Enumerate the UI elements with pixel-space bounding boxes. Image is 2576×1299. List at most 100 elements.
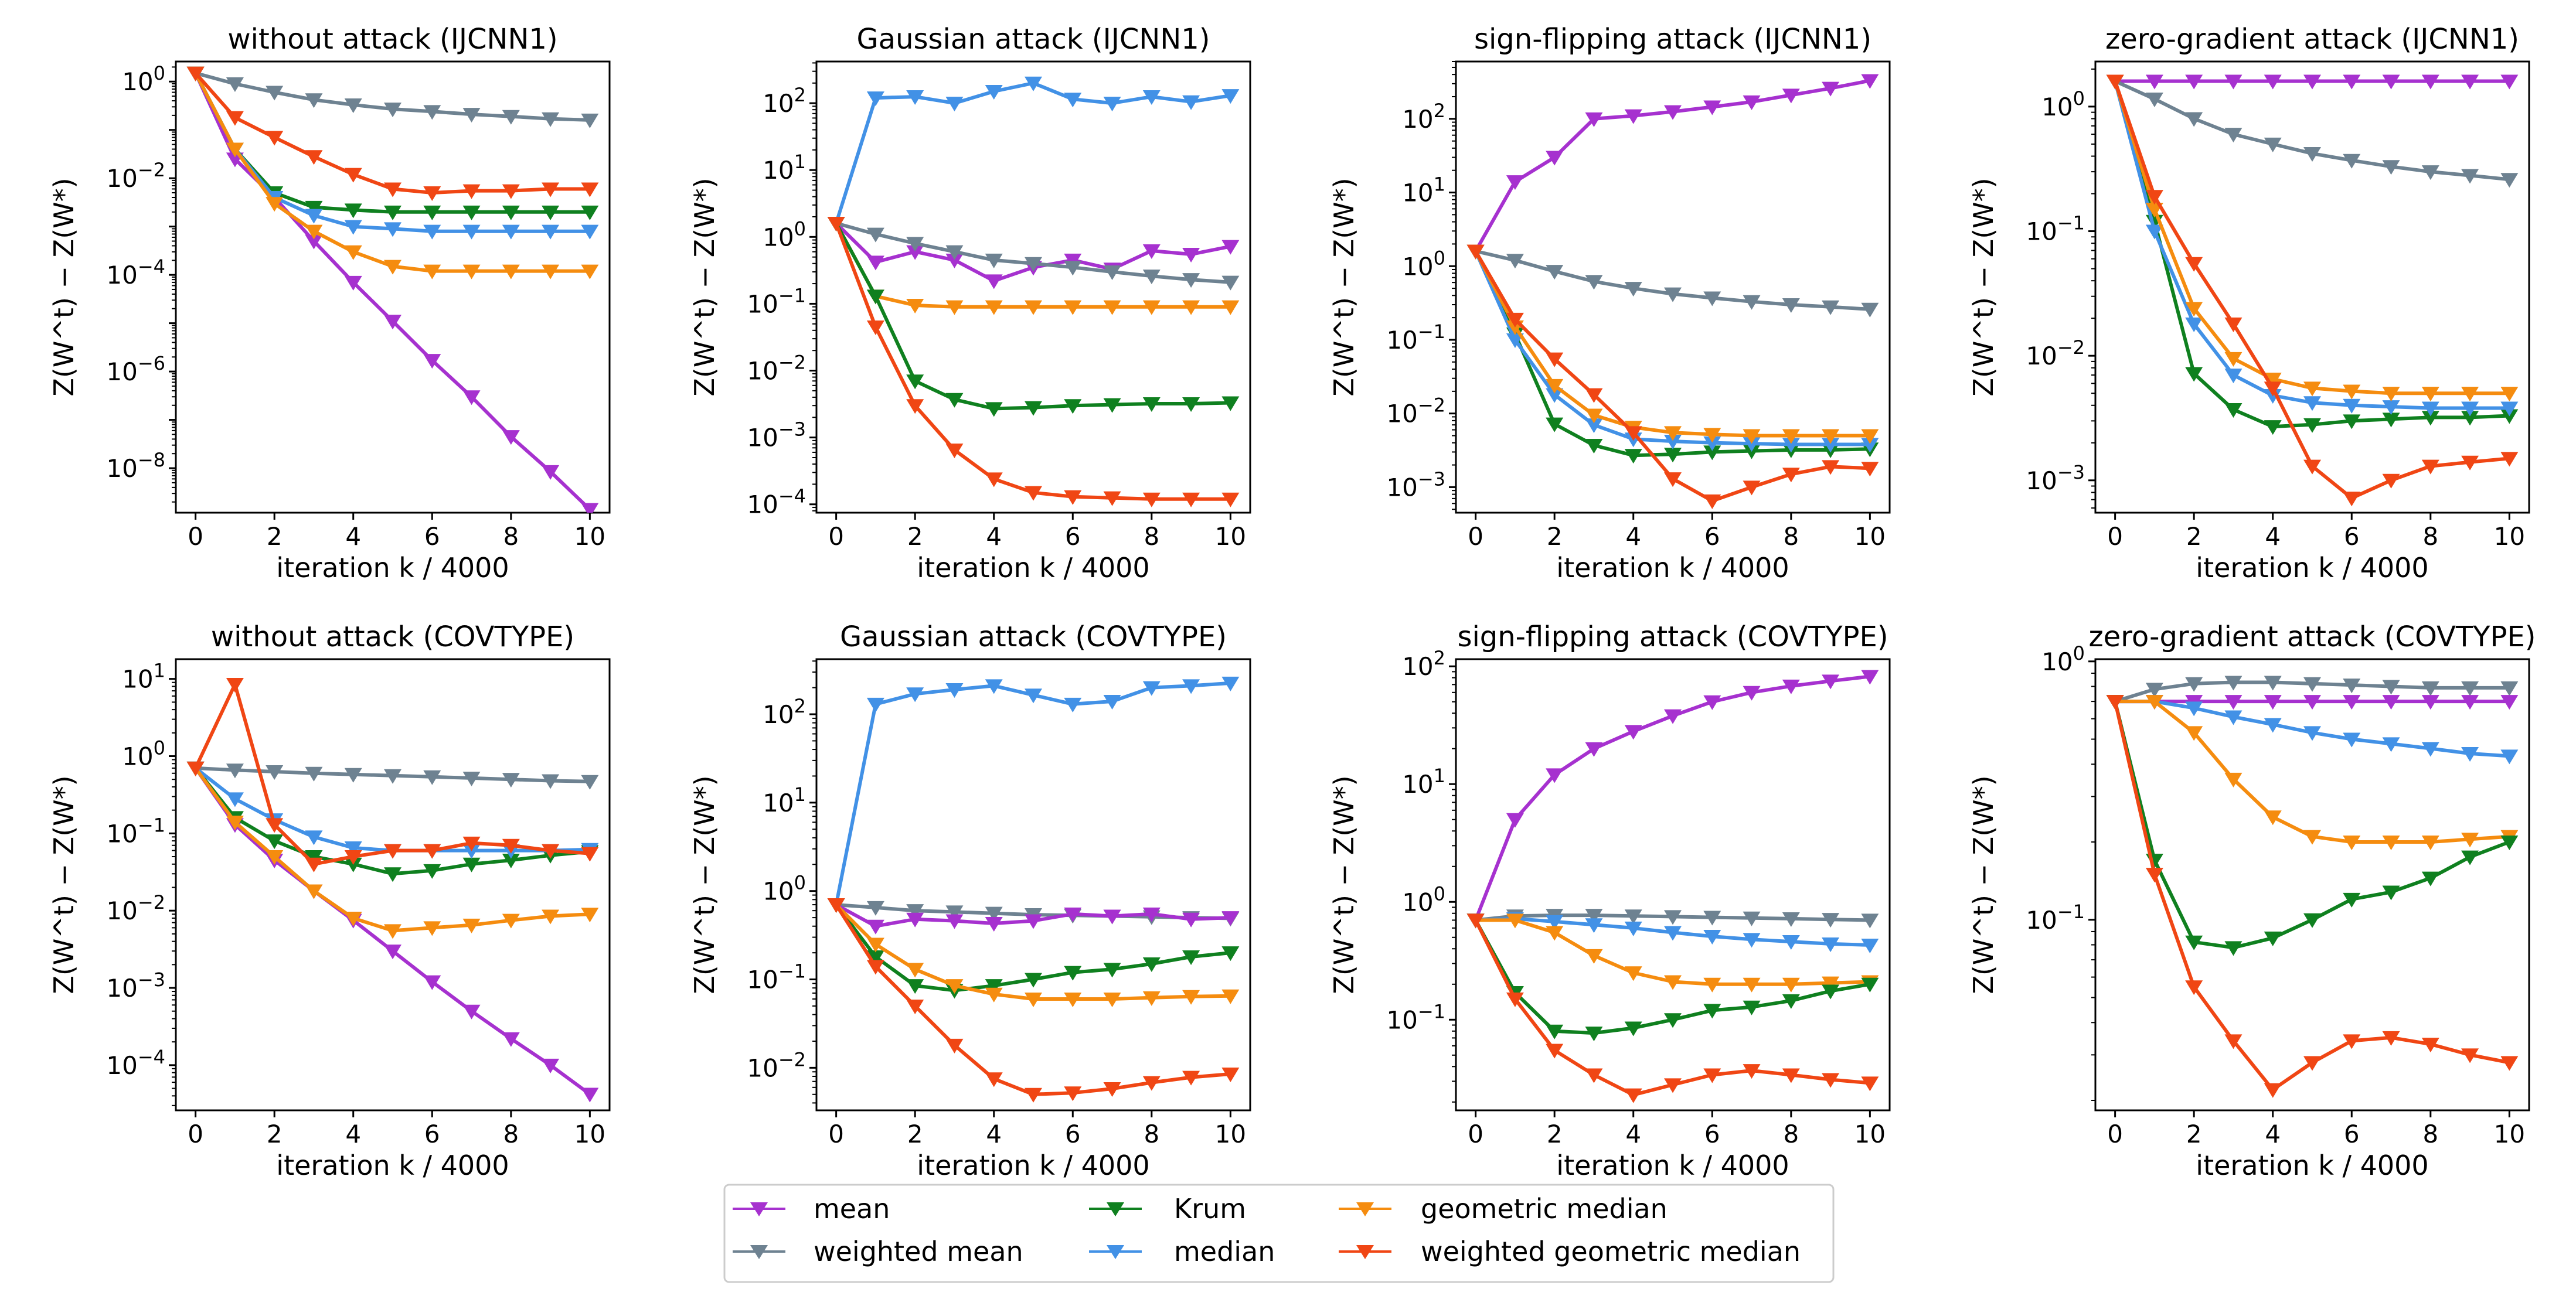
data-point-mean xyxy=(1861,670,1879,685)
y-axis-label: Z(W^t) − Z(W*) xyxy=(1328,775,1360,994)
data-point-median xyxy=(462,844,481,859)
data-point-gm xyxy=(344,911,362,926)
data-point-median xyxy=(305,830,323,845)
data-point-krum xyxy=(2264,420,2282,435)
data-point-median xyxy=(906,90,924,105)
data-point-krum xyxy=(1103,398,1121,413)
data-point-krum xyxy=(945,393,964,408)
data-point-wgm xyxy=(2500,1056,2519,1071)
data-point-median xyxy=(1025,76,1042,91)
legend-marker-icon xyxy=(1356,1245,1374,1259)
data-point-wgm xyxy=(1221,492,1240,507)
data-point-median xyxy=(1142,90,1161,105)
data-point-wmean xyxy=(2343,154,2361,169)
data-point-mean xyxy=(344,275,362,291)
data-point-wgm xyxy=(1861,1076,1879,1092)
data-point-krum xyxy=(2343,414,2361,429)
data-point-wgm xyxy=(2343,492,2361,507)
data-point-wgm xyxy=(2106,74,2124,90)
data-point-gm xyxy=(2264,810,2282,826)
data-point-wgm xyxy=(1221,1068,1240,1083)
data-point-wmean xyxy=(305,766,323,782)
subplot-7: sign-flipping attack (COVTYPE)0 2 4 6 8 1010−… xyxy=(1328,620,1891,1181)
data-point-wmean xyxy=(502,773,520,788)
data-point-mean xyxy=(985,274,1003,289)
data-point-wgm xyxy=(1466,244,1485,260)
data-point-gm xyxy=(344,245,362,260)
data-point-wgm xyxy=(2500,452,2519,467)
axes-frame xyxy=(815,60,1251,514)
data-point-krum xyxy=(423,864,441,879)
data-point-median xyxy=(1064,697,1082,712)
data-point-wgm xyxy=(866,320,884,335)
data-point-gm xyxy=(2382,387,2400,402)
subplot-4: zero-gradient attack (IJCNN1) 0 2 4 6 8 10 10−3… xyxy=(1968,23,2530,584)
data-point-median xyxy=(866,91,884,107)
data-point-median xyxy=(344,841,362,857)
data-point-median xyxy=(1546,915,1564,930)
data-point-gm xyxy=(1585,949,1603,964)
series-group xyxy=(186,677,599,1103)
data-point-wmean xyxy=(906,237,924,252)
data-point-krum xyxy=(2185,367,2203,382)
data-point-krum xyxy=(2461,850,2479,865)
data-point-gm xyxy=(1142,991,1161,1006)
data-point-krum xyxy=(581,205,599,220)
data-point-median xyxy=(1664,926,1682,941)
data-point-wmean xyxy=(1182,273,1200,288)
data-point-wgm xyxy=(2382,1031,2400,1046)
data-point-wmean xyxy=(2461,169,2479,184)
data-point-gm xyxy=(266,850,284,865)
data-point-wmean xyxy=(866,227,884,243)
data-point-wmean xyxy=(1782,912,1800,927)
data-point-wgm xyxy=(1466,913,1485,929)
data-point-wgm xyxy=(1506,312,1524,328)
data-point-wmean xyxy=(1782,298,1800,313)
data-point-wmean xyxy=(305,93,323,108)
data-point-wmean xyxy=(1103,265,1121,280)
y-tick-label: 10−3 xyxy=(2026,461,2085,495)
data-point-krum xyxy=(1546,417,1564,432)
data-point-mean xyxy=(581,1087,599,1103)
data-point-mean xyxy=(2303,74,2321,90)
data-point-median xyxy=(1585,918,1603,933)
data-point-mean xyxy=(1221,911,1240,926)
data-point-mean xyxy=(384,315,401,330)
x-tick-label: 0 xyxy=(188,1120,203,1148)
data-point-wgm xyxy=(906,999,924,1014)
x-axis-label: iteration k / 4000 xyxy=(2196,552,2428,584)
data-point-krum xyxy=(2382,885,2400,901)
x-tick-label: 4 xyxy=(986,1120,1002,1148)
data-point-gm xyxy=(581,908,599,923)
data-point-krum xyxy=(2303,913,2321,928)
data-point-wgm xyxy=(827,217,845,232)
data-point-wgm xyxy=(1664,1078,1682,1093)
data-point-gm xyxy=(502,264,520,279)
data-point-krum xyxy=(542,205,560,220)
x-tick-label: 6 xyxy=(1704,522,1720,551)
data-point-wgm xyxy=(1624,1088,1642,1103)
data-point-wmean xyxy=(1142,270,1161,285)
data-point-wgm xyxy=(581,847,599,862)
data-point-median xyxy=(1182,95,1200,110)
data-point-wgm xyxy=(1624,426,1642,441)
axes-frame xyxy=(175,60,611,514)
data-point-wgm xyxy=(2461,1048,2479,1063)
data-point-mean xyxy=(2343,74,2361,90)
data-point-median xyxy=(2461,401,2479,417)
x-tick-label: 4 xyxy=(1625,1120,1641,1148)
data-point-krum xyxy=(384,867,401,882)
data-point-mean xyxy=(866,255,884,271)
data-point-mean xyxy=(1546,151,1564,166)
legend-label-krum: Krum xyxy=(1174,1193,1246,1225)
x-tick-label: 8 xyxy=(2422,1120,2438,1148)
data-point-krum xyxy=(2421,411,2439,426)
data-point-median xyxy=(2264,388,2282,404)
x-tick-label: 10 xyxy=(2494,522,2525,551)
data-point-wmean xyxy=(2145,683,2163,698)
data-point-wmean xyxy=(384,103,401,118)
data-point-median xyxy=(2421,401,2439,417)
data-point-gm xyxy=(2382,836,2400,851)
data-point-mean xyxy=(1182,247,1200,262)
data-point-wgm xyxy=(1182,1070,1200,1086)
